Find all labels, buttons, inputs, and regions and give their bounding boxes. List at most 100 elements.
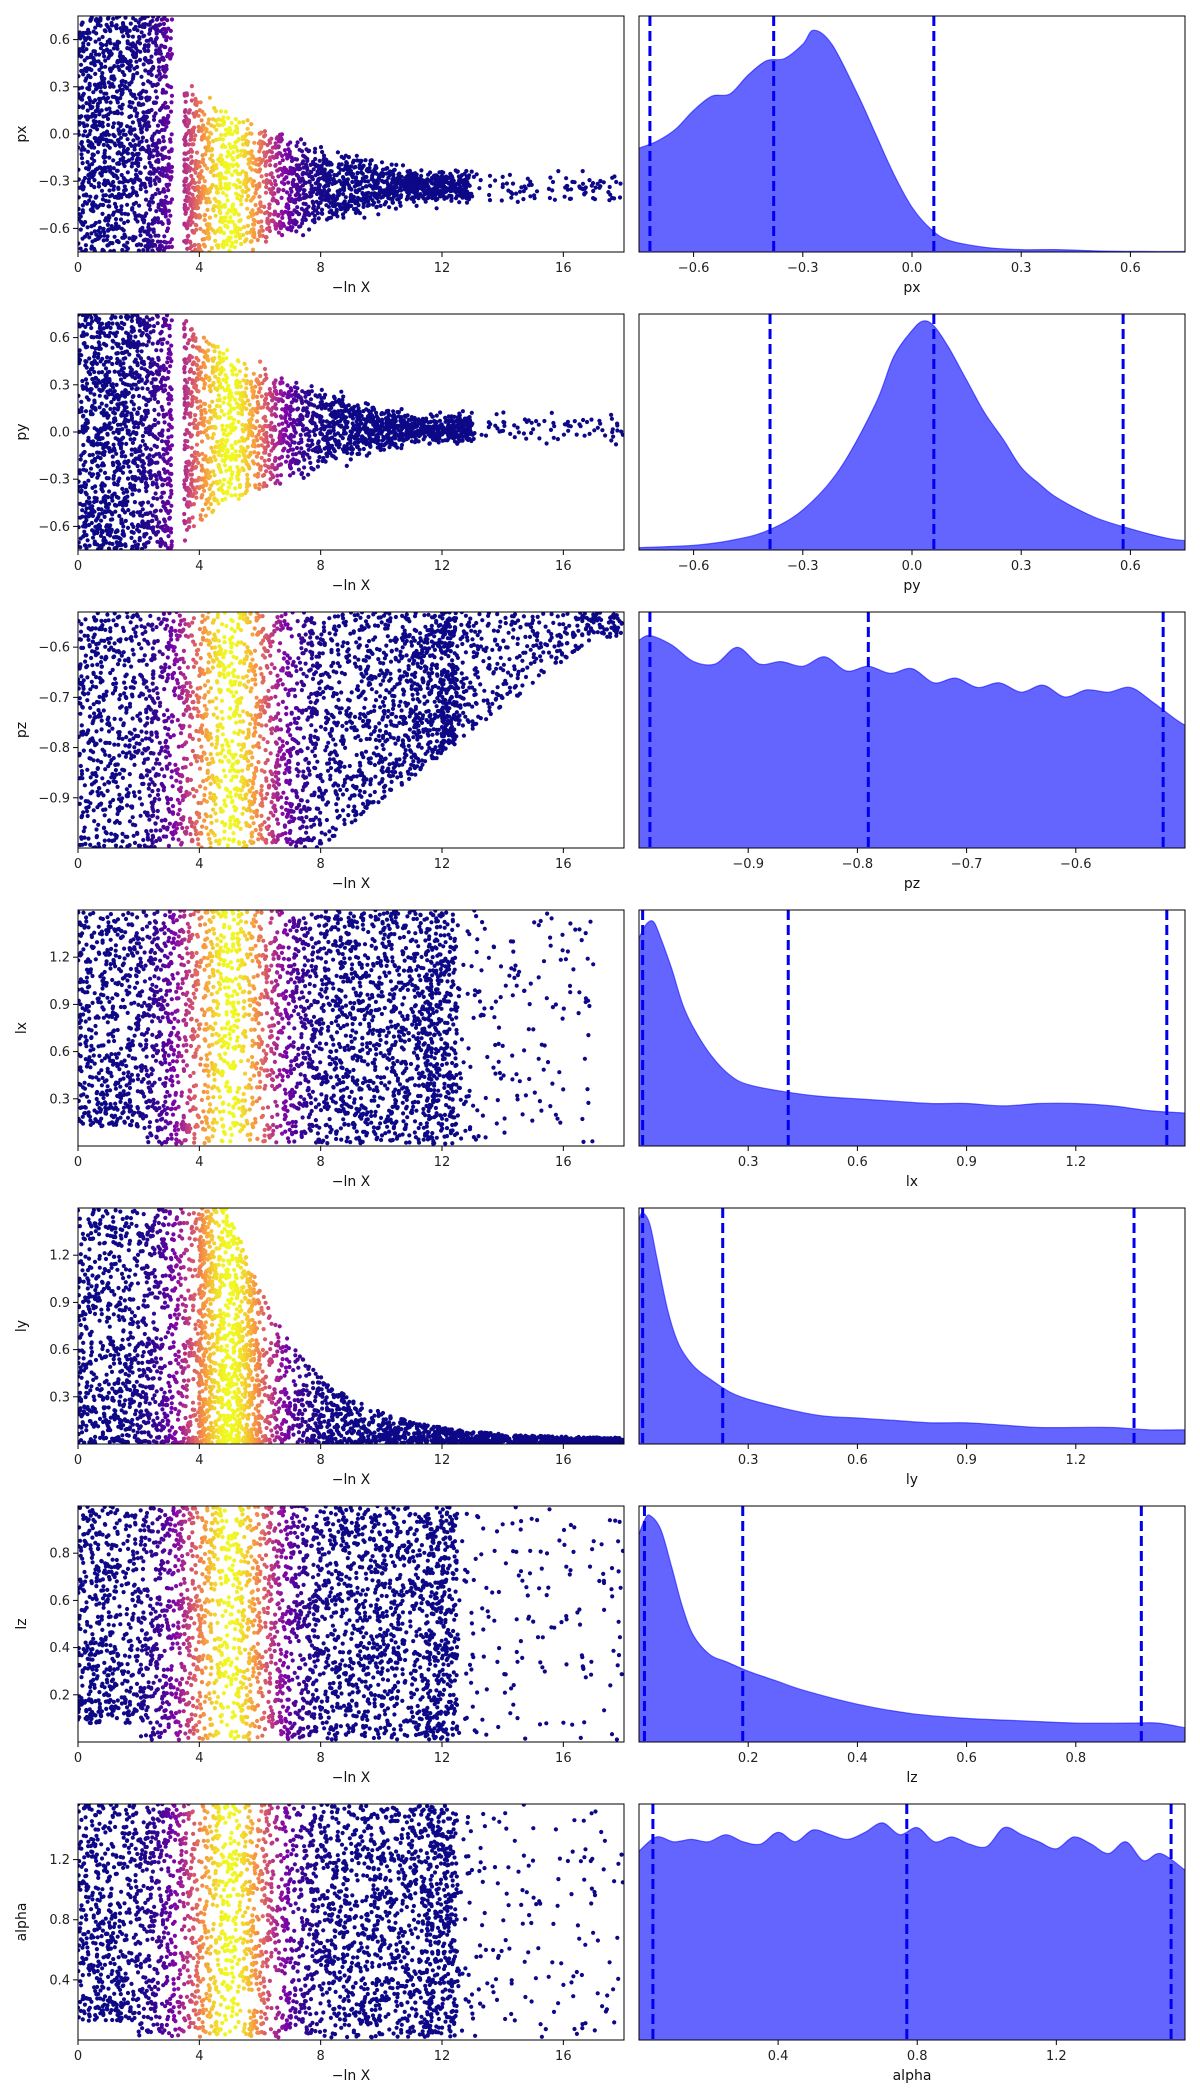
scatter-point xyxy=(259,174,264,179)
scatter-point xyxy=(277,139,282,144)
scatter-point xyxy=(79,54,84,59)
scatter-point xyxy=(312,150,317,155)
scatter-point xyxy=(149,72,154,78)
scatter-point xyxy=(186,272,190,276)
scatter-point xyxy=(178,0,182,2)
scatter-point xyxy=(119,111,124,116)
scatter-point xyxy=(181,0,185,2)
scatter-point xyxy=(89,315,94,320)
scatter-point xyxy=(156,159,161,164)
scatter-point xyxy=(402,413,408,418)
scatter-point xyxy=(169,175,174,180)
scatter-point xyxy=(172,0,176,2)
scatter-point xyxy=(243,171,249,176)
scatter-point xyxy=(150,195,155,200)
scatter-point xyxy=(189,134,194,139)
scatter-point xyxy=(167,240,172,245)
scatter-point xyxy=(223,144,228,150)
scatter-point xyxy=(183,139,188,144)
scatter-point xyxy=(111,158,116,163)
scatter-point xyxy=(180,0,184,2)
scatter-point xyxy=(182,0,186,2)
scatter-point xyxy=(547,195,553,201)
scatter-point xyxy=(230,156,235,161)
scatter-point xyxy=(81,330,86,335)
scatter-point xyxy=(193,133,198,138)
scatter-point xyxy=(214,166,219,171)
scatter-point xyxy=(288,165,293,170)
scatter-point xyxy=(302,141,307,146)
scatter-point xyxy=(182,183,187,188)
scatter-point xyxy=(244,184,249,190)
scatter-point xyxy=(126,459,131,464)
scatter-point xyxy=(464,200,470,205)
scatter-point xyxy=(100,356,105,361)
scatter-px-ytick-label: 0.3 xyxy=(49,80,70,95)
scatter-point xyxy=(310,211,315,216)
scatter-point xyxy=(111,166,116,171)
scatter-point xyxy=(228,162,233,167)
scatter-point xyxy=(105,234,110,239)
scatter-point xyxy=(336,165,341,170)
scatter-point xyxy=(83,243,88,248)
scatter-point xyxy=(361,204,366,209)
scatter-point xyxy=(229,172,235,177)
scatter-point xyxy=(133,107,138,112)
scatter-point xyxy=(349,451,354,456)
scatter-point xyxy=(93,220,98,226)
scatter-point xyxy=(108,100,113,105)
scatter-point xyxy=(78,129,81,134)
scatter-point xyxy=(92,369,97,375)
scatter-point xyxy=(174,0,178,2)
scatter-point xyxy=(182,0,186,2)
scatter-point xyxy=(175,0,179,2)
scatter-point xyxy=(86,478,91,483)
scatter-point xyxy=(101,142,106,147)
scatter-point xyxy=(172,0,176,2)
scatter-point xyxy=(365,203,370,208)
scatter-point xyxy=(144,114,149,120)
scatter-point xyxy=(153,233,158,238)
scatter-point xyxy=(111,473,116,478)
scatter-point xyxy=(185,124,190,129)
scatter-point xyxy=(228,145,233,150)
scatter-point xyxy=(148,207,153,212)
scatter-point xyxy=(129,63,134,68)
scatter-point xyxy=(294,143,299,149)
scatter-point xyxy=(510,181,516,186)
scatter-point xyxy=(478,178,483,183)
scatter-point xyxy=(264,172,269,178)
scatter-point xyxy=(188,166,193,171)
scatter-point xyxy=(404,197,409,202)
scatter-point xyxy=(512,435,517,440)
scatter-point xyxy=(104,403,109,408)
scatter-point xyxy=(84,468,89,473)
scatter-point xyxy=(198,172,203,177)
scatter-point xyxy=(118,377,124,382)
scatter-point xyxy=(146,144,151,149)
scatter-point xyxy=(257,230,262,235)
scatter-point xyxy=(171,0,175,2)
scatter-point xyxy=(186,254,190,258)
scatter-point xyxy=(184,176,189,181)
scatter-point xyxy=(83,377,89,382)
scatter-point xyxy=(122,184,127,189)
scatter-point xyxy=(322,184,327,190)
scatter-point xyxy=(350,160,356,165)
scatter-point xyxy=(119,141,124,146)
scatter-point xyxy=(245,118,250,123)
scatter-point xyxy=(589,417,594,422)
scatter-point xyxy=(82,529,87,534)
scatter-point xyxy=(298,137,304,142)
scatter-point xyxy=(180,0,184,2)
scatter-point xyxy=(93,59,98,64)
scatter-point xyxy=(446,414,451,419)
scatter-point xyxy=(119,121,124,127)
scatter-point xyxy=(143,197,149,202)
scatter-point xyxy=(154,74,159,79)
scatter-panel-py: 0 4 8 12 16−ln X0.60.30.0−0.3−0.6py xyxy=(14,313,625,594)
scatter-point xyxy=(198,226,203,231)
scatter-point xyxy=(149,54,154,59)
scatter-point xyxy=(207,95,212,100)
scatter-point xyxy=(117,476,122,481)
